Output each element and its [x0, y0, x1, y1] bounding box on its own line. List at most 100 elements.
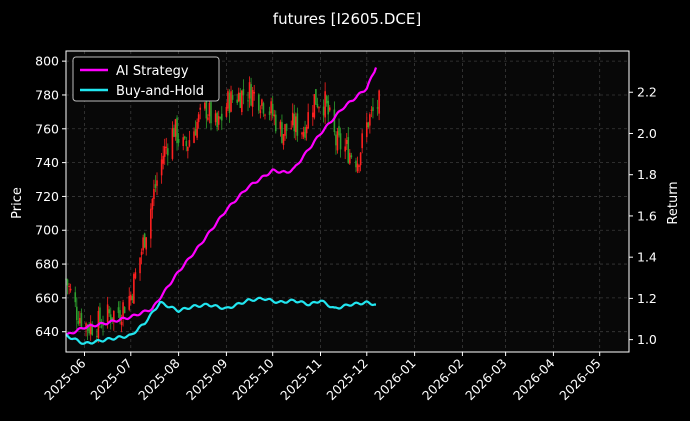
- price-candle-body: [259, 110, 262, 114]
- price-candle-body: [291, 112, 294, 126]
- price-candle-body: [279, 121, 282, 130]
- price-candle-body: [248, 82, 251, 99]
- price-candle-body: [217, 116, 220, 125]
- price-candle-body: [270, 101, 272, 114]
- price-candle-body: [122, 302, 124, 319]
- price-candle-body: [315, 89, 317, 105]
- price-candle-body: [154, 184, 157, 188]
- price-candle-body: [162, 155, 164, 164]
- series-line-ai-strategy: [65, 67, 378, 337]
- price-candle-body: [75, 306, 78, 321]
- left-axis-tick-label: 760: [35, 121, 59, 136]
- price-candle-body: [344, 146, 346, 152]
- price-candle-body: [313, 94, 316, 118]
- price-candle-body: [271, 103, 274, 116]
- price-candle-body: [335, 134, 337, 146]
- price-candle-body: [106, 304, 109, 323]
- chart-title: futures [I2605.DCE]: [273, 10, 421, 28]
- price-candle-body: [167, 148, 169, 156]
- price-candle-body: [281, 122, 283, 143]
- price-candle-body: [74, 292, 77, 303]
- price-candle-body: [370, 109, 373, 111]
- price-candle-body: [345, 140, 348, 144]
- price-candle-body: [369, 114, 371, 126]
- price-candle-body: [227, 91, 229, 109]
- price-candle-body: [113, 311, 115, 321]
- price-candle-body: [327, 100, 330, 115]
- left-axis-tick-label: 780: [35, 87, 59, 102]
- plot-frame: [65, 50, 630, 353]
- price-candle-body: [296, 113, 299, 136]
- price-candle-body: [117, 307, 120, 314]
- price-candle-body: [145, 237, 148, 250]
- price-candle-body: [173, 127, 175, 137]
- left-axis-tick-label: 800: [35, 54, 59, 69]
- price-candle-body: [336, 131, 339, 151]
- price-candle-body: [142, 237, 144, 251]
- price-candle-body: [251, 89, 254, 107]
- price-candle-body: [183, 136, 186, 139]
- price-candle-body: [349, 152, 351, 164]
- price-candle-body: [156, 180, 158, 186]
- price-candle-body: [79, 317, 81, 324]
- price-candle-body: [165, 146, 168, 148]
- price-candle-body: [361, 133, 363, 149]
- price-candle-body: [324, 91, 326, 118]
- price-candle-body: [171, 128, 174, 159]
- price-candle-body: [197, 114, 200, 123]
- right-axis-tick-label: 1.4: [637, 250, 657, 265]
- price-candle-body: [268, 111, 271, 116]
- price-candle-body: [328, 107, 331, 111]
- left-axis-tick-label: 680: [35, 257, 59, 272]
- price-candle-body: [305, 127, 308, 134]
- price-candle-body: [140, 251, 143, 255]
- price-candle-body: [219, 117, 222, 119]
- price-candle-body: [372, 107, 374, 112]
- price-candle-body: [108, 309, 110, 314]
- price-candle-body: [262, 103, 265, 114]
- price-candle-body: [111, 317, 114, 321]
- right-axis-tick-label: 1.8: [637, 167, 657, 182]
- left-axis-tick-label: 700: [35, 223, 59, 238]
- price-candle-body: [228, 92, 231, 113]
- price-candle-body: [68, 286, 70, 288]
- price-candle-body: [131, 296, 134, 301]
- legend: AI Strategy Buy-and-Hold: [72, 56, 220, 102]
- price-candle-body: [133, 274, 135, 304]
- price-candle-body: [160, 159, 163, 176]
- price-candle-body: [261, 99, 263, 106]
- price-candle-body: [290, 128, 292, 130]
- price-candle-body: [304, 127, 306, 138]
- price-candle-body: [378, 90, 380, 114]
- left-axis-label: Price: [10, 187, 25, 219]
- price-candle-body: [282, 133, 285, 146]
- price-candle-body: [307, 112, 309, 129]
- price-candle-body: [367, 122, 370, 128]
- price-candle-body: [239, 92, 242, 109]
- price-candle-body: [347, 137, 350, 163]
- price-candle-body: [264, 114, 266, 116]
- price-candle-body: [225, 106, 228, 117]
- price-candle-body: [302, 132, 305, 137]
- left-axis-tick-label: 640: [35, 324, 59, 339]
- return-lines: [65, 67, 378, 345]
- price-candle-body: [216, 112, 218, 128]
- price-candle-body: [80, 313, 83, 327]
- price-candle-body: [356, 163, 359, 172]
- price-candle-body: [88, 326, 90, 334]
- price-candle-body: [258, 94, 260, 111]
- price-candle-body: [153, 188, 155, 200]
- price-candle-body: [129, 294, 132, 301]
- price-candle-body: [208, 102, 211, 117]
- price-candle-body: [293, 113, 296, 132]
- right-axis-tick-label: 2.0: [637, 126, 657, 141]
- price-candle-body: [350, 155, 353, 158]
- price-candle-body: [210, 102, 212, 124]
- price-candle-body: [139, 257, 141, 274]
- left-axis-tick-label: 740: [35, 155, 59, 170]
- price-candle-body: [128, 295, 131, 310]
- price-candle-body: [230, 91, 232, 112]
- price-candle-body: [311, 112, 314, 118]
